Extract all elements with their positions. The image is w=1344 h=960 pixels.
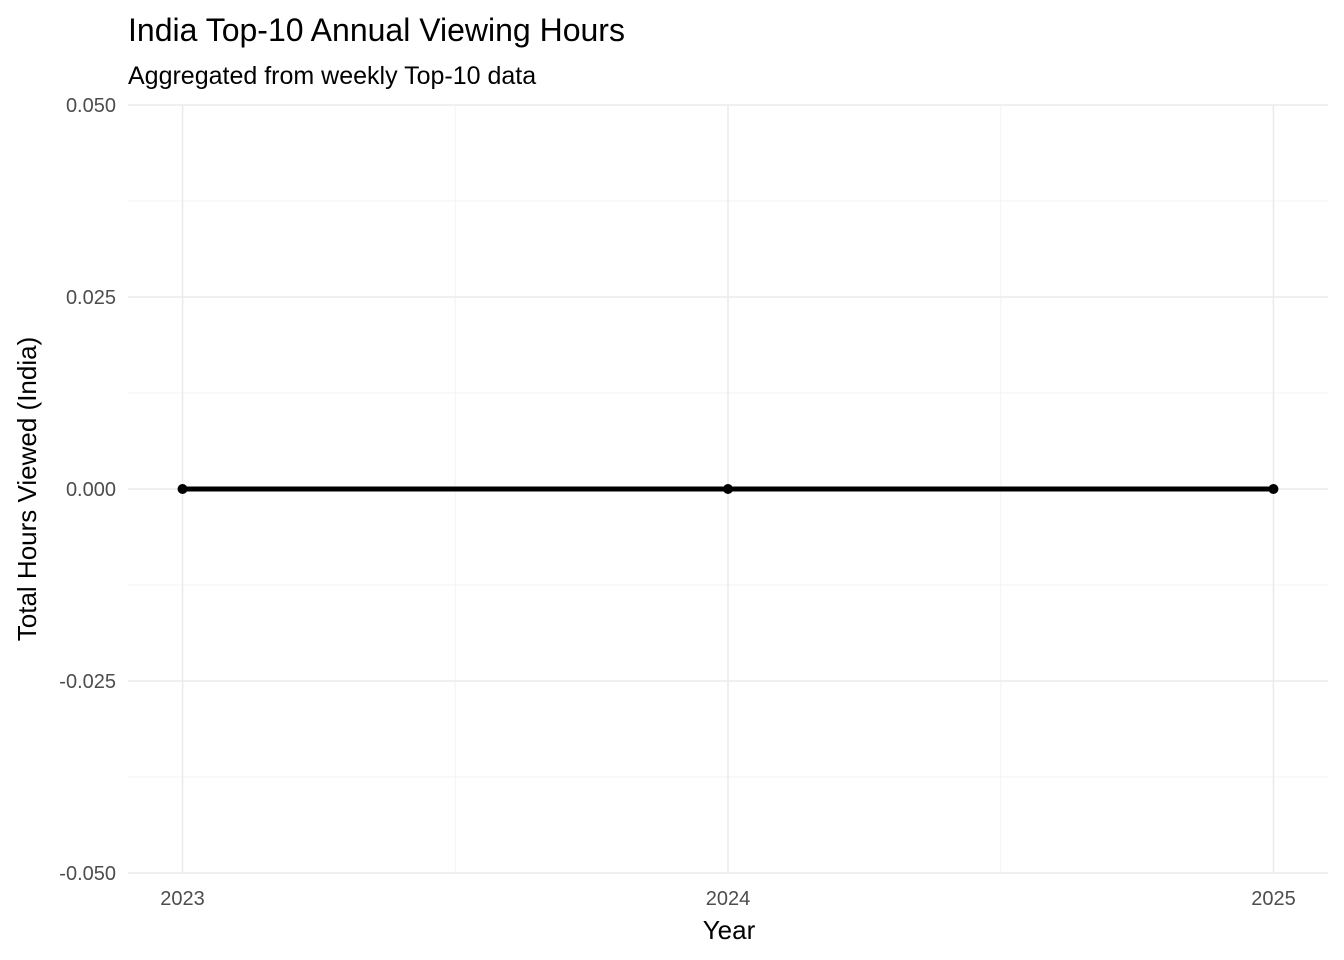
y-axis-ticks: -0.050 -0.025 0.000 0.025 0.050	[59, 95, 116, 885]
series-group	[177, 484, 1279, 494]
y-tick-label: 0.000	[66, 479, 116, 501]
chart-subtitle: Aggregated from weekly Top-10 data	[128, 62, 536, 90]
data-point	[177, 484, 188, 494]
x-tick-label: 2023	[160, 888, 205, 910]
y-tick-label: 0.025	[66, 287, 116, 309]
x-tick-label: 2024	[706, 888, 751, 910]
x-tick-label: 2025	[1251, 888, 1296, 910]
y-tick-label: 0.050	[66, 95, 116, 117]
data-point	[1268, 484, 1279, 494]
y-axis-title: Total Hours Viewed (India)	[12, 337, 42, 641]
x-axis-title: Year	[703, 915, 756, 945]
data-point	[723, 484, 733, 494]
x-axis-ticks: 2023 2024 2025	[160, 888, 1295, 910]
y-tick-label: -0.025	[59, 671, 116, 693]
chart-title: India Top-10 Annual Viewing Hours	[128, 12, 625, 48]
y-tick-label: -0.050	[59, 863, 116, 885]
